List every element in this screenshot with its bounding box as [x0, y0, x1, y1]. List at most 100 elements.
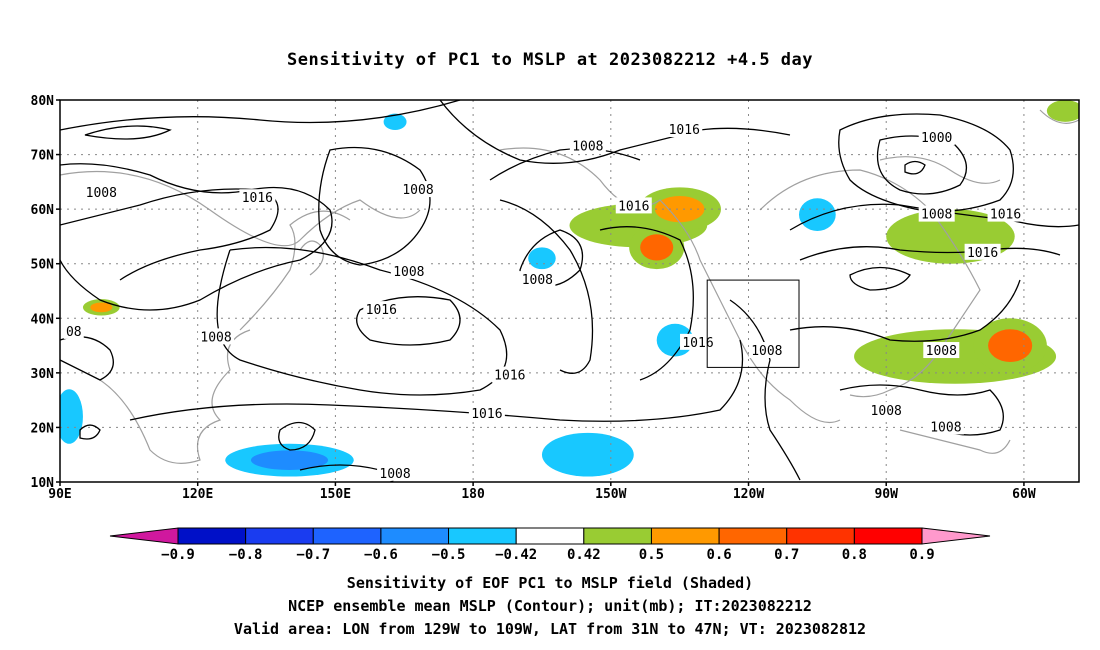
lat-tick-label: 70N	[31, 149, 55, 164]
caption-line-3: Valid area: LON from 129W to 109W, LAT f…	[233, 620, 867, 638]
graticule	[60, 100, 1079, 482]
contour-label-bg	[868, 402, 905, 419]
map-frame	[59, 99, 1080, 483]
colorbar-label: −0.9	[161, 547, 195, 563]
lat-tick-label: 10N	[31, 476, 55, 491]
map-background	[60, 100, 1079, 482]
lon-tick-label: 120W	[733, 487, 764, 502]
lon-tick-label: 120E	[182, 487, 213, 502]
colorbar-box	[245, 527, 314, 545]
colorbar-box	[515, 527, 585, 545]
contour-label: 1008	[930, 420, 961, 435]
contour-label: 1016	[682, 336, 713, 351]
region-west-pacific-tropics	[225, 443, 354, 477]
lat-tick-label: 30N	[31, 367, 55, 382]
region-tibet-spot	[82, 299, 120, 316]
lat-tick-label: 20N	[31, 421, 55, 436]
contour-label-bg	[239, 189, 276, 206]
colorbar-min-triangle	[109, 527, 179, 545]
colorbar-label: 0.5	[639, 547, 664, 563]
region-canada-spot	[799, 198, 836, 231]
caption-line-1: Sensitivity of EOF PC1 to MSLP field (Sh…	[346, 574, 754, 592]
colorbar-box	[786, 527, 855, 545]
colorbar-box	[177, 527, 247, 545]
contour-label: 1008	[379, 467, 410, 482]
contour-label: 1016	[990, 208, 1021, 223]
contour-label-bg	[927, 418, 964, 435]
contour-label: 1008	[393, 265, 424, 280]
colorbar-box	[853, 527, 923, 545]
contour-label: 1008	[402, 183, 433, 198]
region-bering-spot	[528, 247, 556, 270]
contour-label-bg	[748, 342, 785, 359]
contour-label-bg	[964, 243, 1001, 260]
region-arctic-spot	[1046, 100, 1079, 122]
colorbar-box	[448, 527, 517, 545]
contour-label: 08	[66, 325, 82, 340]
contour-label-bg	[390, 262, 427, 279]
contour-label-bg	[198, 328, 235, 345]
contour-label: 1016	[618, 199, 649, 214]
contour-label-bg	[83, 183, 120, 200]
colorbar-label: −0.6	[364, 547, 398, 563]
contour-label: 1008	[871, 404, 902, 419]
lat-tick-label: 80N	[31, 94, 55, 109]
contour-label: 1008	[522, 273, 553, 288]
colorbar-label: 0.6	[706, 547, 731, 563]
coastlines	[60, 109, 1079, 464]
colorbar-box	[583, 527, 652, 545]
contour-label: 1008	[926, 344, 957, 359]
contour-label-bg	[569, 137, 606, 154]
lon-tick-label: 150E	[320, 487, 351, 502]
contour-label: 1008	[921, 208, 952, 223]
colorbar: −0.9 −0.8 −0.7 −0.6 −0.5 −0.42 0.42 0.5 0.6 0.7 0.…	[109, 527, 991, 563]
colorbar-box	[380, 527, 450, 545]
lon-tick-label: 150W	[595, 487, 626, 502]
contour-label: 1000	[921, 131, 952, 146]
contour-label: 1008	[86, 186, 117, 201]
region-siberia-spot	[383, 113, 407, 131]
contour-labels: 1016 1008 1000 1008 1016 1008 1016 1008 1016 1016…	[63, 121, 1024, 482]
contour-label-bg	[400, 181, 437, 198]
lat-tick-label: 60N	[31, 203, 55, 218]
region-atlantic-core	[973, 318, 1047, 373]
colorbar-label: 0.8	[842, 547, 867, 563]
colorbar-label: −0.8	[229, 547, 263, 563]
colorbar-label: −0.5	[432, 547, 466, 563]
contour-label: 1008	[200, 330, 231, 345]
colorbar-label: 0.7	[774, 547, 799, 563]
contour-label-bg	[666, 121, 703, 138]
contour-label-bg	[615, 197, 652, 214]
lat-tick-label: 40N	[31, 312, 55, 327]
region-central-pacific-tropics	[541, 432, 634, 477]
map-title: Sensitivity of PC1 to MSLP at 2023082212…	[286, 50, 813, 70]
contour-label-bg	[468, 404, 505, 421]
contour-label-bg	[519, 271, 556, 288]
contour-label: 1016	[669, 123, 700, 138]
colorbar-box	[312, 527, 382, 545]
lon-tick-label: 90W	[874, 487, 898, 502]
colorbar-label: 0.9	[909, 547, 934, 563]
colorbar-label: 0.42	[567, 547, 601, 563]
lon-tick-label: 180	[461, 487, 485, 502]
region-gulf-alaska-core	[629, 225, 685, 270]
contour-label: 1008	[572, 139, 603, 154]
colorbar-box	[718, 527, 788, 545]
colorbar-box	[650, 527, 720, 545]
contour-label-bg	[377, 464, 414, 481]
contour-label-bg	[987, 205, 1024, 222]
contour-label-bg	[923, 342, 960, 359]
region-arabian-spot	[60, 389, 83, 444]
contour-label-bg	[918, 129, 955, 146]
colorbar-label: −0.7	[296, 547, 330, 563]
region-alaska-core	[638, 187, 721, 231]
contour-label: 1016	[242, 191, 273, 206]
colorbar-max-triangle	[921, 527, 991, 545]
lon-tick-label: 90E	[48, 487, 71, 502]
contour-label: 1016	[366, 303, 397, 318]
contour-label-bg	[63, 322, 84, 339]
contour-label: 1016	[471, 407, 502, 422]
contour-label-bg	[918, 205, 955, 222]
mslp-contours	[60, 100, 1079, 482]
